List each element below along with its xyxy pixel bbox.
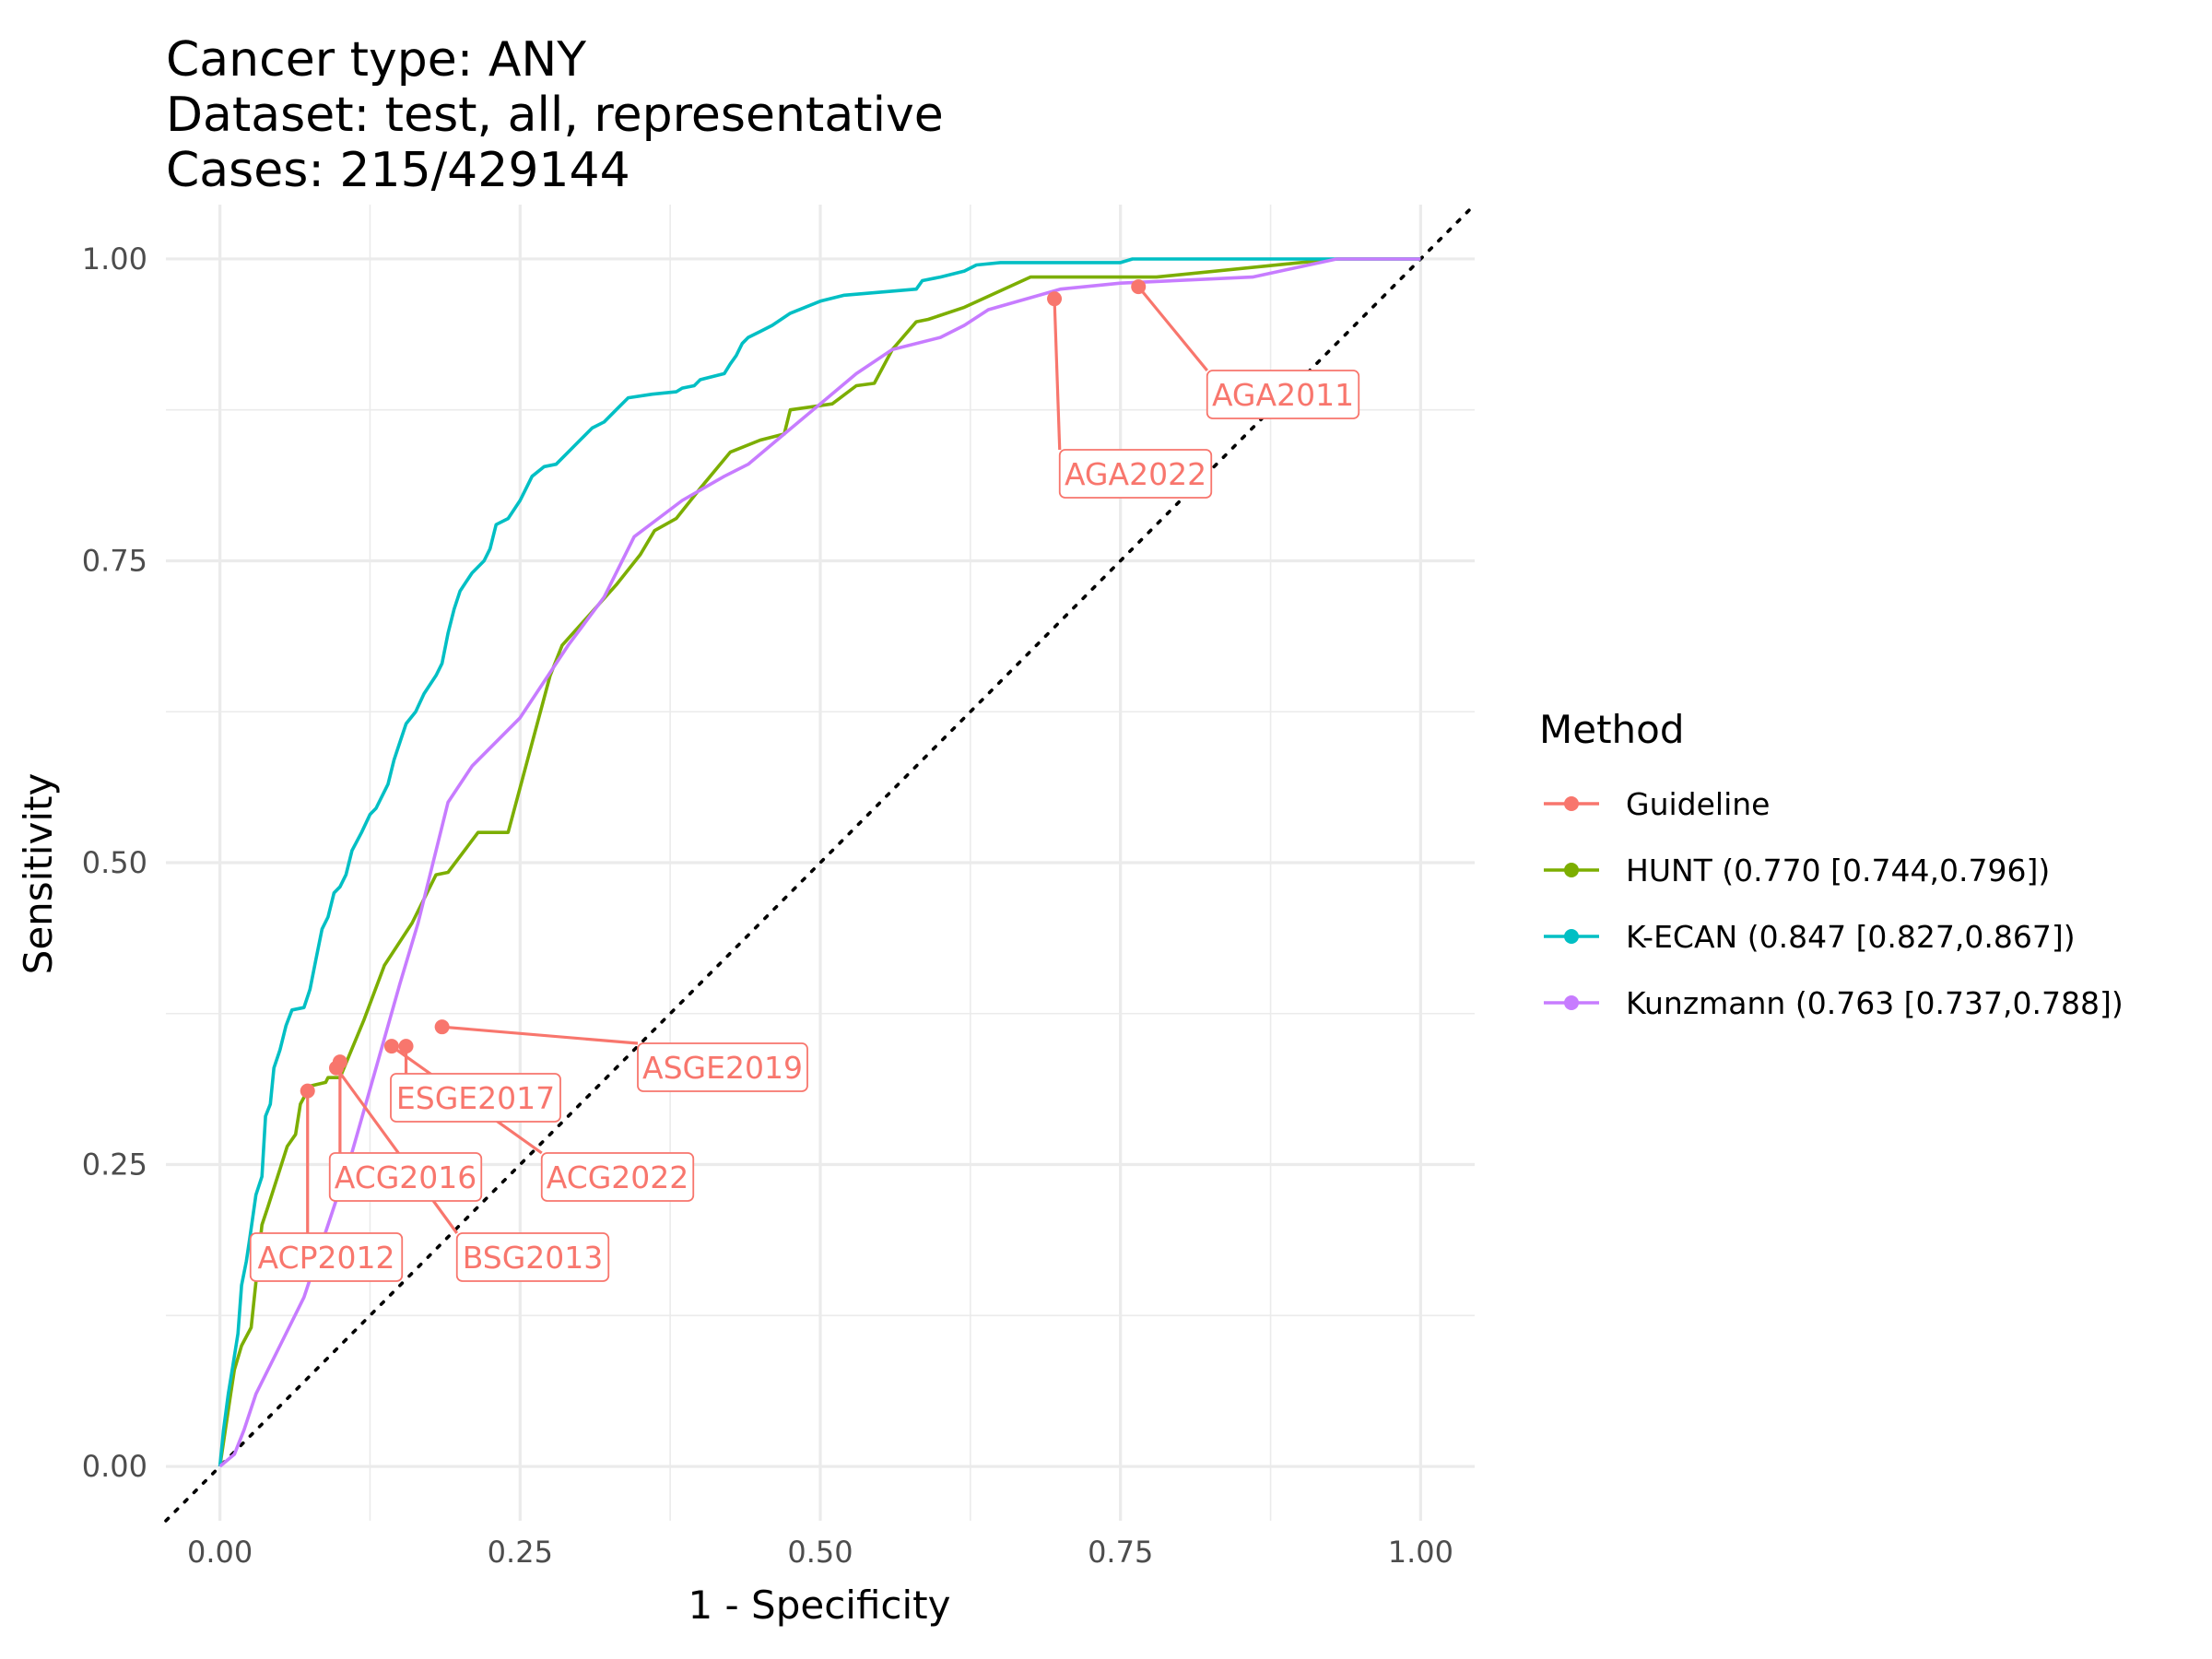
grid (166, 205, 1475, 1521)
guideline-label-text: ACG2016 (335, 1159, 477, 1195)
x-axis-title: 1 - Specificity (688, 1583, 950, 1628)
legend-item: K-ECAN (0.847 [0.827,0.867]) (1544, 919, 2076, 955)
guideline-point (1131, 279, 1147, 295)
guideline-label-box (540, 1152, 695, 1202)
guideline-label-box (637, 1042, 808, 1092)
roc-curve-1 (218, 257, 1421, 1467)
legend-key-dot (1564, 863, 1579, 877)
guideline-point (398, 1039, 414, 1054)
x-tick-label: 0.50 (787, 1535, 853, 1570)
guideline-label-box (1206, 370, 1360, 419)
legend-key-dot (1564, 995, 1579, 1010)
guideline-leader-line (1136, 286, 1208, 372)
guideline-points: AGA2011 AGA2022 ASGE2019 ESGE2017 ACG2022 ACG… (249, 279, 1360, 1282)
chart-title: Cancer type: ANY Dataset: test, all, rep… (166, 32, 944, 198)
roc-curve-2 (218, 257, 1421, 1467)
legend-item-label: HUNT (0.770 [0.744,0.796]) (1626, 853, 2050, 888)
x-tick-label: 0.75 (1088, 1535, 1153, 1570)
guideline-label-box (249, 1232, 404, 1282)
y-axis-title: Sensitivity (16, 773, 61, 975)
guideline-label-box (1058, 449, 1213, 499)
legend-item: HUNT (0.770 [0.744,0.796]) (1544, 853, 2050, 888)
guideline-labels: AGA2011 AGA2022 ASGE2019 ESGE2017 ACG2022 ACG… (249, 370, 1360, 1282)
guideline-label-text: AGA2011 (1212, 377, 1354, 413)
legend-key-dot (1564, 796, 1579, 811)
title-line-3: Cases: 215/429144 (166, 143, 630, 198)
x-axis-ticks: 0.00 0.25 0.50 0.75 1.00 (187, 1535, 1453, 1570)
guideline-leader-line (441, 1025, 639, 1045)
guideline-label-text: ESGE2017 (396, 1080, 555, 1116)
guideline-label-text: ACP2012 (258, 1240, 395, 1276)
guideline-label-box (390, 1073, 561, 1123)
guideline-dots (300, 279, 1147, 1099)
guideline-label-text: ACG2022 (547, 1159, 689, 1195)
legend-key-dot (1564, 929, 1579, 944)
guideline-label-box (455, 1232, 610, 1282)
guideline-point (383, 1039, 399, 1054)
legend-item: Kunzmann (0.763 [0.737,0.788]) (1544, 985, 2124, 1021)
roc-curves (218, 257, 1421, 1468)
title-line-2: Dataset: test, all, representative (166, 88, 944, 143)
guideline-label-box (328, 1152, 483, 1202)
guideline-point (300, 1083, 315, 1099)
guideline-leader-line (1053, 299, 1062, 451)
legend-item-label: K-ECAN (0.847 [0.827,0.867]) (1626, 919, 2076, 955)
y-tick-label: 1.00 (82, 241, 147, 276)
legend-item-label: Kunzmann (0.763 [0.737,0.788]) (1626, 985, 2124, 1021)
legend-item: Guideline (1544, 786, 1770, 822)
x-tick-label: 0.00 (187, 1535, 253, 1570)
guideline-point (1047, 291, 1063, 307)
guideline-label-text: AGA2022 (1065, 456, 1206, 492)
y-tick-label: 0.00 (82, 1449, 147, 1484)
guideline-label-text: BSG2013 (463, 1240, 604, 1276)
guideline-point (328, 1060, 344, 1076)
guideline-label-text: ASGE2019 (642, 1050, 803, 1086)
y-axis-ticks: 0.00 0.25 0.50 0.75 1.00 (82, 241, 147, 1484)
guideline-leader-line (335, 1066, 459, 1234)
y-tick-label: 0.25 (82, 1147, 147, 1182)
chance-diagonal-line (164, 203, 1477, 1523)
y-tick-label: 0.50 (82, 845, 147, 880)
x-tick-label: 0.25 (488, 1535, 553, 1570)
x-tick-label: 1.00 (1388, 1535, 1453, 1570)
legend-title: Method (1539, 707, 1685, 752)
legend-item-label: Guideline (1626, 786, 1770, 822)
guideline-point (434, 1019, 450, 1035)
y-tick-label: 0.75 (82, 543, 147, 578)
legend: Method Guideline HUNT (0.770 [0.744,0.796… (1539, 707, 2124, 1021)
roc-curve-3 (218, 257, 1421, 1468)
title-line-1: Cancer type: ANY (166, 32, 586, 88)
